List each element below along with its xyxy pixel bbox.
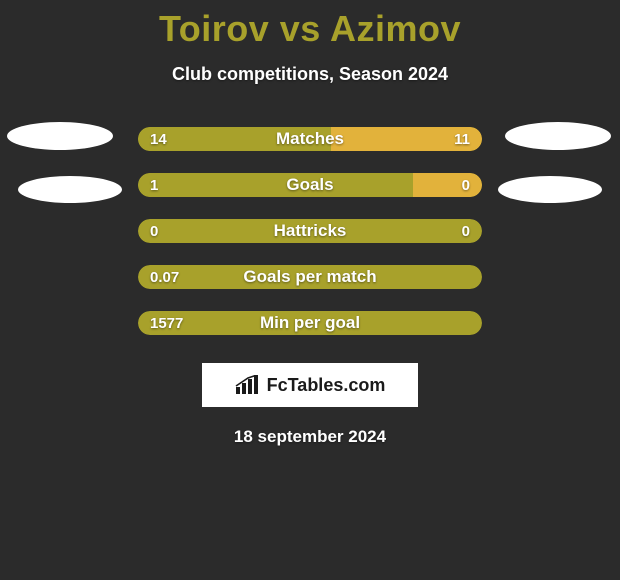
- stat-value-left: 1: [150, 173, 158, 197]
- brand-badge[interactable]: FcTables.com: [202, 363, 418, 407]
- ellipse-mid_right: [498, 176, 602, 203]
- ellipse-mid_left: [18, 176, 122, 203]
- stat-value-left: 14: [150, 127, 167, 151]
- stat-value-left: 1577: [150, 311, 183, 335]
- bar-chart-icon: [235, 375, 261, 395]
- stat-value-right: 0: [462, 173, 470, 197]
- page-title: Toirov vs Azimov: [0, 0, 620, 50]
- stat-rows: 1411Matches10Goals00Hattricks0.07Goals p…: [0, 127, 620, 335]
- brand-text: FcTables.com: [267, 375, 386, 396]
- stat-value-right: 0: [462, 219, 470, 243]
- stat-value-left: 0.07: [150, 265, 179, 289]
- stat-row: 10Goals: [138, 173, 482, 197]
- ellipse-top_right: [505, 122, 611, 150]
- stat-value-left: 0: [150, 219, 158, 243]
- page-subtitle: Club competitions, Season 2024: [0, 64, 620, 85]
- comparison-card: Toirov vs Azimov Club competitions, Seas…: [0, 0, 620, 580]
- stat-row: 0.07Goals per match: [138, 265, 482, 289]
- date-text: 18 september 2024: [0, 427, 620, 447]
- stat-row: 00Hattricks: [138, 219, 482, 243]
- stat-row: 1411Matches: [138, 127, 482, 151]
- stat-value-right: 11: [454, 127, 470, 151]
- stat-row: 1577Min per goal: [138, 311, 482, 335]
- ellipse-top_left: [7, 122, 113, 150]
